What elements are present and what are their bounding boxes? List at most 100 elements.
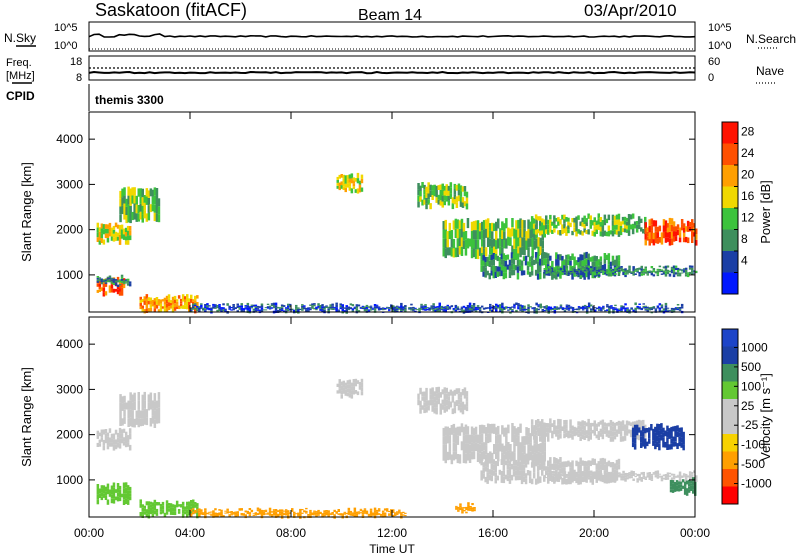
- data-cell: [613, 427, 617, 432]
- data-cell: [603, 470, 607, 478]
- data-cell: [495, 249, 498, 259]
- data-cell: [605, 231, 609, 237]
- data-cell: [141, 394, 144, 403]
- data-cell: [157, 502, 161, 506]
- data-cell: [674, 226, 678, 232]
- ytick-label: 2000: [56, 428, 83, 442]
- data-cell: [549, 219, 552, 224]
- data-cell: [547, 475, 550, 477]
- data-cell: [599, 458, 603, 465]
- data-cell: [634, 302, 637, 306]
- data-cell: [654, 309, 658, 312]
- data-cell: [577, 306, 581, 308]
- data-cell: [194, 295, 197, 301]
- data-cell: [541, 240, 544, 249]
- data-cell: [353, 306, 357, 308]
- data-cell: [363, 511, 367, 513]
- data-cell: [137, 392, 140, 401]
- data-cell: [646, 441, 649, 447]
- data-cell: [149, 204, 153, 213]
- data-cell: [579, 477, 583, 480]
- data-cell: [143, 400, 146, 409]
- data-cell: [266, 306, 270, 308]
- data-cell: [646, 428, 649, 433]
- data-cell: [607, 230, 611, 237]
- data-cell: [392, 307, 395, 308]
- data-cell: [131, 187, 134, 196]
- data-cell: [689, 483, 693, 486]
- data-cell: [388, 309, 391, 311]
- data-cell: [615, 229, 619, 235]
- data-cell: [352, 180, 356, 184]
- data-cell: [583, 421, 586, 426]
- data-cell: [638, 267, 641, 270]
- data-cell: [565, 304, 569, 306]
- velocity-colorbar-swatch: [722, 381, 738, 400]
- data-cell: [313, 514, 316, 516]
- data-cell: [600, 476, 603, 479]
- data-cell: [627, 230, 631, 236]
- data-cell: [336, 179, 339, 183]
- data-cell: [476, 305, 480, 307]
- data-cell: [536, 477, 540, 484]
- data-cell: [124, 240, 128, 245]
- data-cell: [549, 270, 553, 272]
- data-cell: [622, 478, 625, 481]
- data-cell: [640, 273, 643, 276]
- data-cell: [616, 472, 619, 474]
- data-cell: [545, 220, 548, 225]
- data-cell: [188, 505, 191, 509]
- data-cell: [153, 393, 157, 402]
- data-cell: [141, 514, 144, 518]
- data-cell: [246, 510, 250, 512]
- data-cell: [455, 184, 459, 191]
- data-cell: [502, 253, 506, 260]
- data-cell: [474, 220, 478, 231]
- data-cell: [443, 190, 446, 196]
- data-cell: [517, 445, 520, 454]
- data-cell: [183, 296, 187, 300]
- data-cell: [396, 309, 399, 311]
- data-cell: [648, 472, 651, 474]
- data-cell: [456, 228, 460, 239]
- data-cell: [557, 459, 560, 465]
- data-cell: [194, 300, 197, 305]
- data-cell: [114, 280, 118, 283]
- data-cell: [654, 271, 658, 273]
- data-cell: [559, 270, 563, 273]
- data-cell: [679, 481, 683, 485]
- data-cell: [590, 271, 593, 274]
- data-cell: [642, 477, 645, 479]
- data-cell: [110, 489, 114, 495]
- data-cell: [571, 477, 575, 480]
- data-cell: [618, 271, 621, 274]
- data-cell: [660, 270, 664, 273]
- data-cell: [612, 310, 615, 312]
- data-cell: [139, 503, 142, 508]
- data-cell: [121, 396, 124, 404]
- data-cell: [553, 270, 557, 273]
- data-cell: [666, 269, 670, 272]
- data-cell: [343, 513, 346, 515]
- data-cell: [678, 437, 681, 442]
- data-cell: [549, 307, 553, 309]
- data-cell: [573, 469, 576, 476]
- data-cell: [486, 270, 489, 276]
- data-cell: [336, 383, 339, 387]
- data-cell: [530, 256, 534, 261]
- data-cell: [446, 247, 449, 256]
- data-cell: [327, 308, 330, 310]
- data-cell: [179, 298, 183, 302]
- data-cell: [583, 460, 586, 467]
- data-cell: [270, 307, 274, 309]
- data-cell: [278, 513, 282, 516]
- data-cell: [529, 238, 532, 247]
- data-cell: [551, 307, 555, 309]
- data-cell: [627, 225, 631, 231]
- data-cell: [449, 401, 453, 408]
- data-cell: [693, 470, 696, 473]
- data-cell: [153, 304, 157, 309]
- data-cell: [666, 472, 670, 475]
- data-cell: [549, 269, 553, 271]
- data-cell: [494, 272, 497, 278]
